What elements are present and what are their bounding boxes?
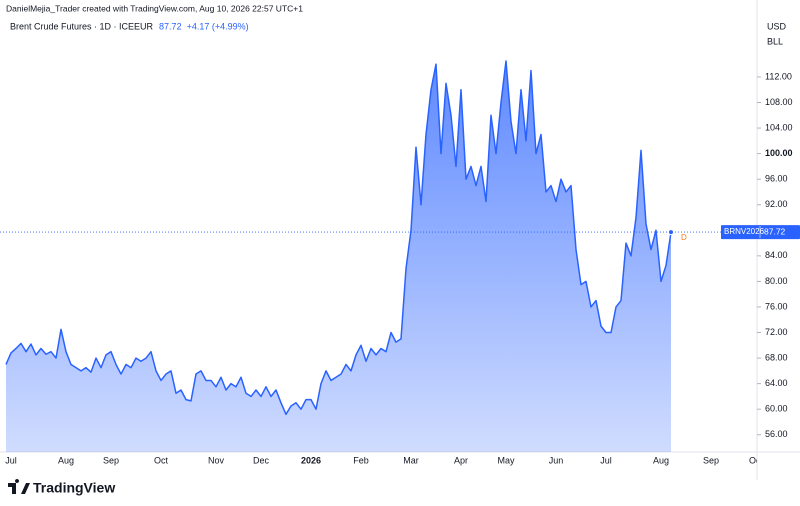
x-tick-label: Aug	[58, 455, 74, 465]
area-line	[5, 60, 672, 416]
legend-value: 87.72	[159, 21, 182, 31]
x-tick-label: Oct	[154, 455, 169, 465]
x-tick-label: Oct	[749, 455, 764, 465]
x-tick-label: May	[497, 455, 515, 465]
y-tick-label: 100.00	[765, 148, 793, 158]
y-tick-label: 112.00	[765, 71, 792, 81]
x-tick-label: Nov	[208, 455, 225, 465]
marker: D	[681, 233, 687, 242]
x-tick-label: Mar	[403, 455, 419, 465]
price-label-name: BRNV2026	[724, 227, 765, 236]
y-tick-label: 72.00	[765, 327, 788, 337]
y-tick-label: 80.00	[765, 276, 788, 286]
header: DanielMejia_Trader created with TradingV…	[6, 3, 303, 13]
legend-title: Brent Crude Futures · 1D · ICEEUR	[10, 21, 154, 31]
x-tick-label: Dec	[253, 455, 270, 465]
y-tick-label: 92.00	[765, 199, 788, 209]
currency: USD	[767, 21, 787, 31]
x-tick-label: Sep	[703, 455, 719, 465]
logo: TradingView	[8, 479, 115, 496]
legend: Brent Crude Futures · 1D · ICEEUR 87.72 …	[10, 21, 249, 31]
y-tick-label: 76.00	[765, 301, 788, 311]
logo-text: TradingView	[33, 480, 115, 496]
x-tick-label: Jun	[549, 455, 564, 465]
x-tick-label: Aug	[653, 455, 669, 465]
last-point	[668, 229, 674, 236]
plot: Jul Aug Sep Oct Nov Dec 2026 Feb Mar Apr May Jun Jul…	[0, 60, 764, 465]
y-tick-label: 104.00	[765, 122, 793, 132]
y-tick-label: 96.00	[765, 174, 788, 184]
x-tick-label: Jul	[5, 455, 17, 465]
legend-change: +4.17 (+4.99%)	[187, 21, 249, 31]
y-tick-label: 64.00	[765, 378, 788, 388]
x-tick-label: Apr	[454, 455, 468, 465]
x-tick-label: Sep	[103, 455, 119, 465]
x-tick-label: 2026	[301, 455, 321, 465]
y-tick-label: 108.00	[765, 97, 793, 107]
x-tick-label: Feb	[353, 455, 369, 465]
area-fill	[6, 60, 671, 453]
x-tick-label: Jul	[600, 455, 612, 465]
y-tick-label: 60.00	[765, 404, 788, 414]
y-tick-label: 68.00	[765, 352, 788, 362]
unit: BLL	[767, 36, 783, 46]
y-tick-label: 84.00	[765, 250, 788, 260]
y-tick-label: 56.00	[765, 429, 788, 439]
price-label-value: 87.72	[764, 226, 786, 236]
